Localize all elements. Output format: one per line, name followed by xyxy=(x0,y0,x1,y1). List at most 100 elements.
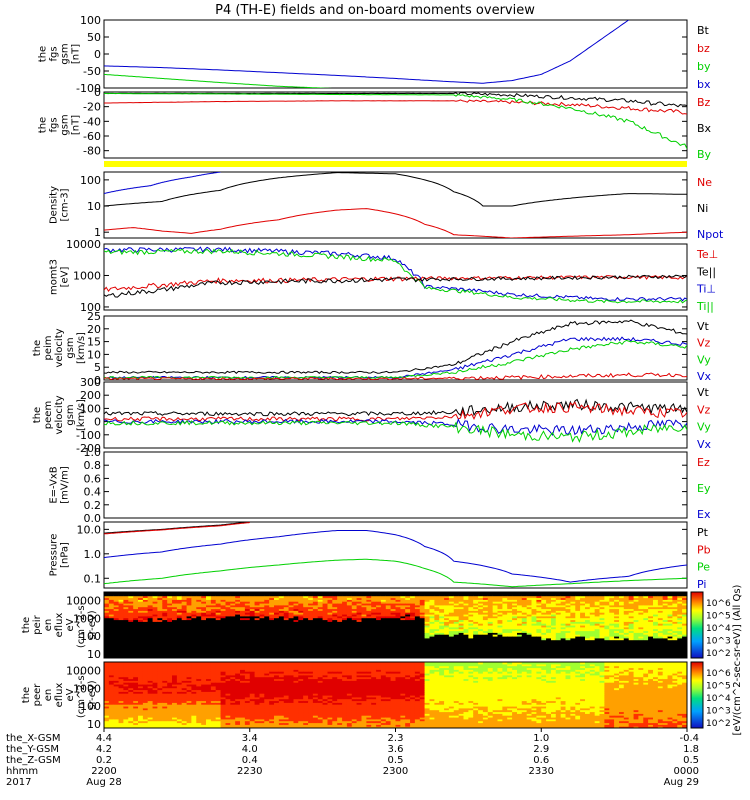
legend-entry: Vy xyxy=(697,421,711,434)
spectrogram-cell xyxy=(507,637,513,641)
spectrogram-cell xyxy=(118,709,125,713)
spectrogram-cell xyxy=(240,641,246,644)
spectrogram-cell xyxy=(677,641,683,644)
spectrogram-cell xyxy=(337,647,343,650)
spectrogram-cell xyxy=(410,641,416,644)
spectrogram-cell xyxy=(376,615,382,619)
spectrogram-cell xyxy=(541,654,547,657)
spectrogram-cell xyxy=(196,604,202,608)
spectrogram-cell xyxy=(614,608,620,611)
spectrogram-cell xyxy=(410,647,416,650)
spectrogram-cell xyxy=(541,595,547,599)
spectrogram-cell xyxy=(152,648,159,652)
spectrogram-cell xyxy=(376,628,382,632)
spectrogram-cell xyxy=(123,597,129,600)
spectrogram-cell xyxy=(113,698,120,702)
spectrogram-cell xyxy=(196,615,202,619)
spectrogram-cell xyxy=(220,654,227,657)
spectrogram-cell xyxy=(502,648,508,652)
spectrogram-cell xyxy=(517,606,523,610)
spectrogram-cell xyxy=(230,619,236,622)
spectrogram-cell xyxy=(147,687,154,691)
spectrogram-cell xyxy=(444,637,450,641)
spectrogram-cell xyxy=(142,693,149,696)
spectrogram-cell xyxy=(594,652,601,655)
spectrogram-cell xyxy=(682,637,687,641)
spectrogram-cell xyxy=(555,614,562,617)
spectrogram-cell xyxy=(157,722,163,725)
spectrogram-cell xyxy=(244,625,251,628)
spectrogram-cell xyxy=(293,656,299,658)
spectrogram-cell xyxy=(463,606,469,610)
spectrogram-cell xyxy=(551,610,557,613)
spectrogram-cell xyxy=(225,617,231,621)
spectrogram-cell xyxy=(439,641,445,644)
spectrogram-cell xyxy=(366,604,372,608)
spectrogram-cell xyxy=(536,636,542,639)
spectrogram-cell xyxy=(366,595,372,599)
spectrogram-cell xyxy=(657,647,664,650)
spectrogram-cell xyxy=(128,648,134,652)
spectrogram-cell xyxy=(633,637,640,641)
spectrogram-cell xyxy=(623,623,630,626)
spectrogram-cell xyxy=(376,632,382,635)
spectrogram-cell xyxy=(633,614,640,617)
spectrogram-cell xyxy=(424,645,431,648)
spectrogram-cell xyxy=(565,639,571,643)
spectrogram-cell xyxy=(264,656,270,658)
spectrogram-cell xyxy=(623,619,630,622)
spectrogram-cell xyxy=(599,601,605,604)
spectrogram-cell xyxy=(405,639,411,643)
spectrogram-cell xyxy=(439,648,445,652)
spectrogram-cell xyxy=(113,662,120,665)
spectrogram-cell xyxy=(351,614,358,617)
spectrogram-cell xyxy=(152,685,159,689)
spectrogram-cell xyxy=(186,593,193,597)
spectrogram-cell xyxy=(128,617,134,621)
spectrogram-cell xyxy=(609,654,615,657)
spectrogram-cell xyxy=(376,621,382,624)
spectrogram-cell xyxy=(614,614,620,617)
spectrogram-cell xyxy=(565,650,571,654)
spectrogram-cell xyxy=(303,656,309,658)
spectrogram-cell xyxy=(380,597,387,600)
spectrogram-cell xyxy=(244,641,251,644)
spectrogram-cell xyxy=(570,612,576,615)
spectrogram-cell xyxy=(653,636,659,639)
spectrogram-cell xyxy=(104,698,110,702)
spectrogram-cell xyxy=(235,601,241,604)
spectrogram-cell xyxy=(108,597,115,600)
spectrogram-cell xyxy=(677,606,683,610)
spectrogram-cell xyxy=(172,592,178,595)
spectrogram-cell xyxy=(512,608,518,611)
spectrogram-cell xyxy=(108,619,115,622)
spectrogram-cell xyxy=(395,599,401,602)
spectrogram-cell xyxy=(191,608,197,611)
spectrogram-cell xyxy=(142,608,149,611)
spectrogram-cell xyxy=(677,593,683,597)
spectrogram-cell xyxy=(424,612,431,615)
spectrogram-cell xyxy=(104,687,110,691)
spectrogram-cell xyxy=(371,604,377,608)
spectrogram-cell xyxy=(667,643,674,646)
spectrogram-cell xyxy=(565,614,571,617)
spectrogram-cell xyxy=(327,615,333,619)
spectrogram-cell xyxy=(667,648,674,652)
spectrogram-cell xyxy=(419,614,426,617)
spectrogram-cell xyxy=(186,626,193,630)
series-line xyxy=(104,172,687,207)
spectrogram-cell xyxy=(215,612,222,615)
spectrogram-cell xyxy=(599,612,605,615)
spectrogram-cell xyxy=(424,628,431,632)
spectrogram-cell xyxy=(201,595,207,599)
spectrogram-cell xyxy=(609,592,615,595)
spectrogram-cell xyxy=(259,632,265,635)
spectrogram-cell xyxy=(259,634,265,637)
spectrogram-cell xyxy=(128,706,134,709)
spectrogram-cell xyxy=(104,626,110,630)
spectrogram-cell xyxy=(312,654,319,657)
spectrogram-cell xyxy=(356,625,363,628)
spectrogram-cell xyxy=(657,639,664,643)
spectrogram-cell xyxy=(133,632,139,635)
spectrogram-cell xyxy=(380,654,387,657)
